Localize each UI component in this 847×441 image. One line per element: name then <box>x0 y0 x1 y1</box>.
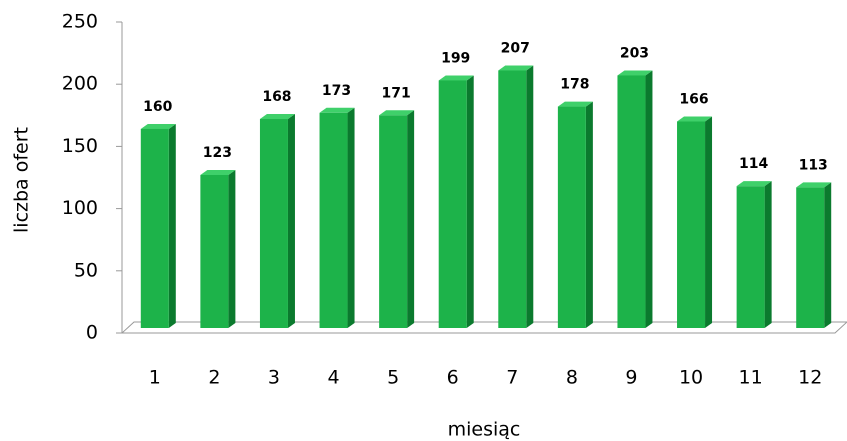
bar-front <box>319 112 348 329</box>
bar-side <box>585 101 593 329</box>
bar-top <box>200 169 236 175</box>
bar-side <box>168 123 176 329</box>
x-tick-label: 3 <box>268 367 280 389</box>
bar-top <box>617 70 653 76</box>
bar-front <box>677 121 706 328</box>
bar-top <box>259 114 295 120</box>
x-tick-label: 4 <box>327 367 339 389</box>
value-label: 113 <box>799 157 828 173</box>
bar-front <box>617 75 646 328</box>
bar <box>200 169 236 328</box>
y-axis-label: liczba ofert <box>11 127 33 233</box>
bar-front <box>438 80 467 328</box>
bar-front <box>200 174 229 328</box>
bar-side <box>824 182 832 328</box>
y-tick-label: 0 <box>86 322 98 344</box>
bar-side <box>526 65 534 328</box>
bar-side <box>228 169 236 328</box>
value-label: 173 <box>322 83 351 99</box>
bar <box>319 107 355 329</box>
bar-front <box>796 187 825 328</box>
floor <box>120 321 847 334</box>
bar-side <box>705 116 713 328</box>
x-tick-label: 9 <box>625 367 637 389</box>
bar-top <box>498 65 534 71</box>
x-tick-label: 8 <box>566 367 578 389</box>
bar <box>796 182 832 328</box>
bar-side <box>347 107 355 329</box>
x-tick-label: 12 <box>798 367 822 389</box>
x-tick-label: 10 <box>679 367 703 389</box>
bar <box>617 70 653 328</box>
bar <box>736 181 772 328</box>
bar <box>140 123 176 329</box>
x-axis-label: miesiąc <box>448 419 521 441</box>
bar-top <box>379 110 415 116</box>
bar <box>259 114 295 329</box>
bar-top <box>140 123 176 129</box>
value-label: 199 <box>441 50 470 66</box>
bar <box>379 110 415 328</box>
bar <box>438 75 474 328</box>
value-label: 168 <box>262 89 291 105</box>
bar-front <box>259 119 288 329</box>
bar <box>498 65 534 328</box>
x-tick-label: 2 <box>208 367 220 389</box>
bar <box>677 116 713 328</box>
bar-side <box>645 70 653 328</box>
bar-top <box>736 181 772 187</box>
x-tick-label: 11 <box>739 367 763 389</box>
y-tick-label: 250 <box>62 11 98 33</box>
value-label: 123 <box>203 145 232 161</box>
bar-side <box>407 110 415 328</box>
bar-front <box>379 115 408 328</box>
bar-front <box>557 106 586 329</box>
y-tick-label: 100 <box>62 197 98 219</box>
y-tick-label: 50 <box>74 259 98 281</box>
bar-top <box>677 116 713 122</box>
value-label: 166 <box>679 91 708 107</box>
bar-top <box>438 75 474 81</box>
x-tick-label: 7 <box>506 367 518 389</box>
value-label: 160 <box>143 99 172 115</box>
value-label: 207 <box>501 40 530 56</box>
bar <box>557 101 593 329</box>
bar-front <box>140 128 169 328</box>
bar-front <box>736 186 765 328</box>
value-label: 114 <box>739 156 768 172</box>
bar-front <box>498 70 527 328</box>
value-label: 203 <box>620 45 649 61</box>
bar-top <box>319 107 355 113</box>
bar-side <box>287 114 295 329</box>
value-label: 178 <box>560 77 589 93</box>
y-tick-label: 200 <box>62 73 98 95</box>
bar-side <box>466 75 474 328</box>
bar-top <box>796 182 832 188</box>
bar-side <box>764 181 772 328</box>
x-tick-label: 6 <box>447 367 459 389</box>
x-tick-label: 1 <box>149 367 161 389</box>
y-tick-label: 150 <box>62 135 98 157</box>
value-label: 171 <box>382 85 411 101</box>
bar-top <box>557 101 593 107</box>
x-tick-label: 5 <box>387 367 399 389</box>
